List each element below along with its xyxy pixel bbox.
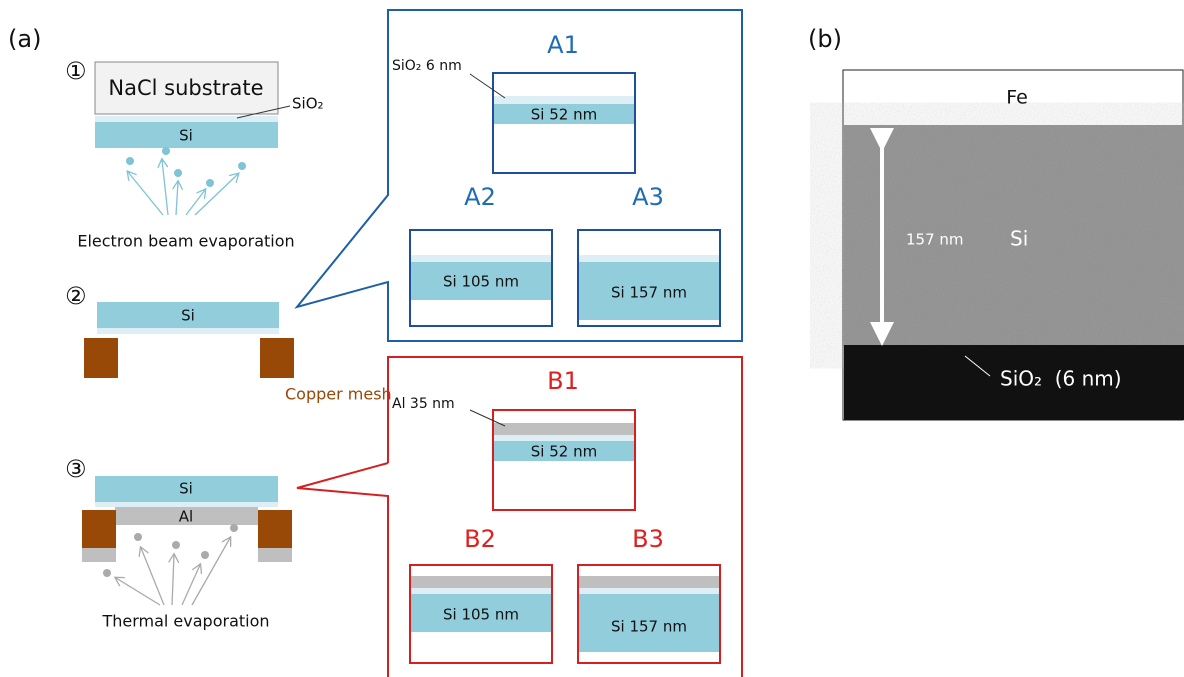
dot: [162, 147, 170, 155]
copper-mesh: [82, 510, 116, 548]
dot: [172, 541, 180, 549]
film-label: Si 52 nm: [531, 443, 597, 461]
film-label: Si: [181, 307, 195, 325]
substrate-label: NaCl substrate: [108, 76, 263, 100]
panel-label: (b): [808, 25, 842, 53]
method-label: Thermal evaporation: [101, 612, 269, 631]
method-label: Electron beam evaporation: [77, 232, 294, 251]
dot: [238, 162, 246, 170]
dot: [206, 179, 214, 187]
oxide-label: SiO₂ 6 nm: [392, 58, 462, 74]
film-label: Si 157 nm: [611, 618, 687, 636]
arrow: [186, 190, 205, 215]
film-label: Si 52 nm: [531, 106, 597, 124]
arrow: [141, 548, 164, 605]
sample-name: B2: [464, 525, 496, 553]
evaporation-arrows: [128, 160, 238, 215]
copper-mesh: [260, 338, 294, 378]
oxide-label: SiO₂: [292, 95, 324, 113]
oxide-layer: [97, 328, 279, 334]
oxide-layer: [411, 255, 551, 262]
sample-name: B3: [632, 525, 664, 553]
sample-name: A3: [632, 183, 664, 211]
oxide-layer: [411, 588, 551, 594]
step-number: ①: [65, 57, 87, 85]
oxide-layer: [95, 502, 278, 507]
sample-name: A1: [547, 31, 579, 59]
step-number: ②: [65, 282, 87, 310]
arrow: [116, 578, 160, 605]
evaporation-arrows: [116, 538, 230, 605]
arrow: [182, 565, 200, 605]
al-layer: [579, 576, 719, 588]
dot: [103, 569, 111, 577]
arrow: [172, 555, 174, 605]
dot: [230, 524, 238, 532]
coating-label: Al: [179, 508, 193, 526]
film-label: Si: [179, 480, 193, 498]
al-layer: [494, 423, 634, 435]
al-deposit: [258, 548, 292, 562]
sample-name: B1: [547, 367, 579, 395]
al-layer: [411, 576, 551, 588]
film-label: Si 157 nm: [611, 284, 687, 302]
film-label: Si: [179, 127, 193, 145]
arrow: [162, 160, 168, 215]
coating-label: Al 35 nm: [392, 396, 455, 412]
mesh-label: Copper mesh: [285, 385, 392, 404]
oxide-layer: [579, 255, 719, 262]
evaporation-dots: [126, 147, 246, 187]
bottom-label: SiO₂ (6 nm): [1000, 367, 1122, 391]
oxide-layer: [95, 116, 278, 122]
arrow: [176, 182, 178, 215]
step-number: ③: [65, 455, 87, 483]
dot: [201, 551, 209, 559]
panel-label: (a): [8, 25, 41, 53]
al-deposit: [82, 548, 116, 562]
copper-mesh: [258, 510, 292, 548]
film-label: Si 105 nm: [443, 273, 519, 291]
film-label: Si: [1010, 227, 1028, 251]
oxide-layer: [579, 588, 719, 594]
film-label: Si 105 nm: [443, 606, 519, 624]
evaporation-dots: [103, 524, 238, 577]
sample-name: A2: [464, 183, 496, 211]
dot: [126, 157, 134, 165]
dot: [174, 169, 182, 177]
top-label: Fe: [1006, 87, 1028, 109]
copper-mesh: [84, 338, 118, 378]
oxide-layer: [494, 96, 634, 104]
dot: [134, 533, 142, 541]
figure: (a) ① NaCl substrate Si SiO₂ Electron be…: [0, 0, 1184, 677]
oxide-layer: [494, 435, 634, 441]
thickness-label: 157 nm: [906, 231, 964, 249]
arrow: [128, 172, 163, 215]
